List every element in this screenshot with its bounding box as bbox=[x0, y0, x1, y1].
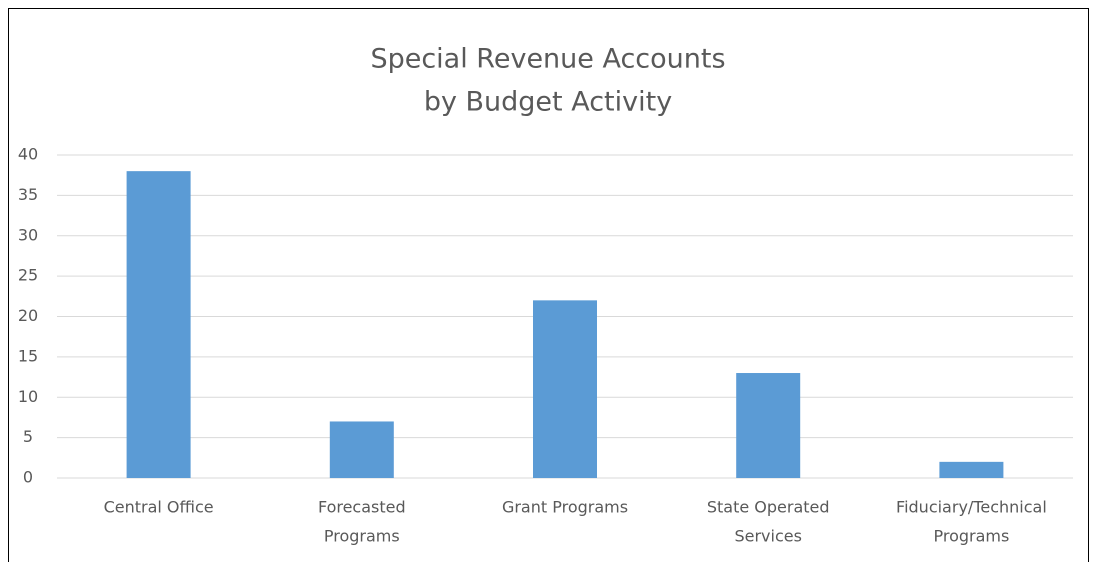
y-tick-label: 0 bbox=[23, 468, 33, 487]
x-tick-label: Services bbox=[734, 527, 801, 546]
x-tick-label: State Operated bbox=[707, 498, 830, 517]
y-tick-label: 25 bbox=[18, 266, 38, 285]
bar bbox=[736, 373, 801, 478]
y-tick-label: 10 bbox=[18, 387, 38, 406]
x-tick-label: Central Office bbox=[104, 498, 214, 517]
chart-title: Special Revenue Accounts bbox=[370, 44, 725, 75]
y-tick-label: 5 bbox=[23, 427, 33, 446]
y-tick-label: 15 bbox=[18, 346, 38, 365]
y-tick-label: 20 bbox=[18, 306, 38, 325]
chart-title: by Budget Activity bbox=[424, 87, 672, 118]
x-tick-label: Grant Programs bbox=[502, 498, 628, 517]
x-tick-label: Fiduciary/Technical bbox=[896, 498, 1047, 517]
y-tick-label: 40 bbox=[18, 145, 38, 164]
bar bbox=[533, 300, 597, 478]
bar bbox=[126, 171, 191, 478]
bar bbox=[939, 461, 1004, 478]
x-tick-label: Programs bbox=[324, 527, 400, 546]
y-tick-label: 35 bbox=[18, 185, 38, 204]
x-tick-label: Forecasted bbox=[318, 498, 406, 517]
y-tick-label: 30 bbox=[18, 225, 38, 244]
x-tick-label: Programs bbox=[933, 527, 1009, 546]
bar bbox=[329, 421, 394, 478]
